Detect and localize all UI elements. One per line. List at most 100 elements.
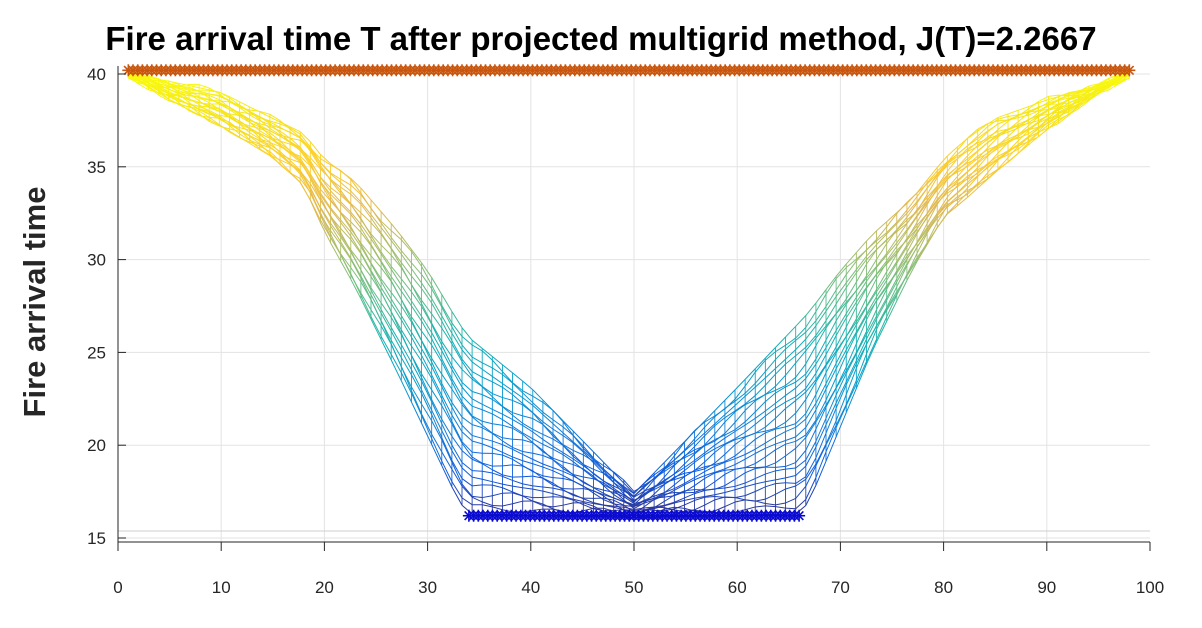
mesh-segment [967, 146, 978, 152]
mesh-segment [795, 373, 807, 383]
mesh-segment [765, 483, 776, 488]
mesh-segment [957, 155, 968, 168]
mesh-segment [562, 475, 574, 482]
mesh-segment [441, 361, 453, 382]
mesh-segment [552, 477, 564, 479]
mesh-segment [552, 467, 564, 472]
mesh-segment [997, 151, 1009, 161]
mesh-segment [219, 118, 230, 126]
mesh-segment [208, 119, 220, 126]
mesh-segment [916, 213, 928, 229]
mesh-segment [886, 238, 898, 254]
mesh-segment [289, 137, 301, 148]
mesh-segment [1027, 126, 1039, 135]
mesh-segment [249, 139, 260, 145]
mesh-segment [350, 259, 362, 279]
mesh-segment [815, 417, 827, 442]
mesh-segment [775, 386, 786, 394]
mesh-segment [532, 500, 544, 507]
mesh-segment [724, 405, 736, 415]
mesh-segment [583, 502, 594, 507]
mesh-segment [400, 357, 412, 376]
mesh-segment [370, 270, 382, 288]
mesh-segment [674, 476, 685, 486]
mesh-segment [613, 471, 625, 481]
mesh-segment [765, 470, 776, 475]
mesh-segment [482, 470, 493, 474]
mesh-segment [926, 173, 938, 185]
mesh-segment [744, 411, 756, 423]
mesh-segment [886, 263, 898, 281]
mesh-segment [704, 444, 716, 454]
mesh-segment [694, 435, 706, 447]
mesh-segment [663, 473, 675, 482]
mesh-segment [552, 470, 564, 476]
mesh-segment [400, 344, 412, 363]
mesh-segment [724, 501, 736, 507]
mesh-segment [684, 459, 695, 468]
mesh-segment [350, 184, 362, 195]
mesh-segment [734, 410, 746, 423]
mesh-segment [744, 483, 756, 488]
mesh-segment [997, 161, 1009, 170]
mesh-segment [1017, 142, 1029, 154]
mesh-segment [340, 178, 352, 186]
mesh-segment [845, 363, 857, 385]
mesh-segment [815, 306, 827, 322]
mesh-segment [542, 505, 554, 508]
mesh-segment [380, 220, 392, 232]
mesh-segment [744, 432, 756, 438]
mesh-segment [835, 404, 847, 426]
mesh-segment [158, 89, 169, 95]
mesh-segment [997, 136, 1009, 147]
mesh-segment [390, 254, 402, 269]
mesh-segment [552, 504, 564, 508]
mesh-segment [502, 440, 513, 448]
mesh-segment [855, 264, 867, 283]
mesh-segment [704, 496, 715, 498]
mesh-segment [289, 141, 301, 150]
mesh-segment [350, 235, 362, 253]
mesh-segment [1068, 98, 1079, 104]
mesh-segment [502, 364, 513, 374]
mesh-segment [451, 461, 463, 485]
mesh-segment [936, 161, 948, 175]
mesh-segment [583, 464, 594, 470]
mesh-segment [583, 468, 594, 477]
mesh-segment [562, 445, 574, 457]
mesh-segment [360, 212, 372, 224]
mesh-segment [461, 395, 473, 407]
mesh-segment [896, 274, 908, 295]
mesh-segment [714, 496, 725, 498]
mesh-segment [1018, 114, 1029, 119]
mesh-segment [916, 244, 928, 262]
mesh-segment [714, 421, 726, 435]
mesh-segment [583, 504, 594, 510]
mesh-segment [755, 466, 766, 469]
mesh-segment [532, 418, 544, 425]
mesh-segment [967, 162, 979, 173]
mesh-segment [269, 121, 281, 128]
mesh-segment [562, 454, 574, 463]
mesh-segment [613, 499, 625, 506]
mesh-segment [562, 470, 574, 477]
mesh-segment [1048, 107, 1059, 116]
mesh-segment [552, 428, 564, 437]
mesh-segment [764, 347, 776, 359]
mesh-segment [613, 503, 624, 507]
mesh-segment [542, 490, 554, 495]
mesh-segment [1048, 115, 1059, 123]
mesh-segment [855, 331, 867, 353]
mesh-segment [461, 424, 473, 436]
mesh-segment [805, 409, 817, 428]
mesh-segment [876, 232, 888, 242]
mesh-segment [512, 491, 523, 497]
mesh-segment [734, 454, 746, 460]
mesh-segment [835, 317, 847, 336]
mesh-segment [653, 495, 665, 501]
mesh-segment [603, 504, 614, 507]
mesh-segment [815, 383, 827, 404]
mesh-segment [947, 205, 958, 215]
mesh-segment [502, 374, 513, 384]
mesh-segment [299, 131, 311, 143]
